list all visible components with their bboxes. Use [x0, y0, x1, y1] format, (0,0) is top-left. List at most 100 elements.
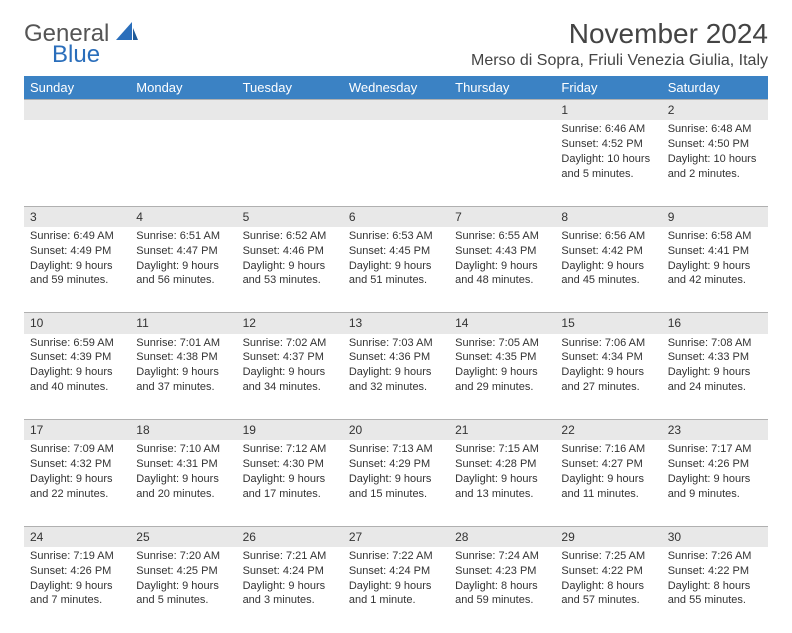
- sunset-text: Sunset: 4:29 PM: [349, 457, 443, 472]
- day1-text: Daylight: 9 hours: [136, 365, 230, 380]
- sunset-text: Sunset: 4:31 PM: [136, 457, 230, 472]
- day-header: Friday: [555, 76, 661, 100]
- daynum-row: 24252627282930: [24, 526, 768, 547]
- day-detail-cell: Sunrise: 7:17 AMSunset: 4:26 PMDaylight:…: [662, 440, 768, 526]
- day1-text: Daylight: 9 hours: [30, 259, 124, 274]
- day-detail-cell: Sunrise: 7:08 AMSunset: 4:33 PMDaylight:…: [662, 334, 768, 420]
- sunset-text: Sunset: 4:26 PM: [668, 457, 762, 472]
- sunrise-text: Sunrise: 7:17 AM: [668, 442, 762, 457]
- day2-text: and 1 minute.: [349, 593, 443, 608]
- sunset-text: Sunset: 4:50 PM: [668, 137, 762, 152]
- day2-text: and 5 minutes.: [136, 593, 230, 608]
- day1-text: Daylight: 9 hours: [243, 259, 337, 274]
- day-detail-cell: Sunrise: 6:49 AMSunset: 4:49 PMDaylight:…: [24, 227, 130, 313]
- logo: General Blue: [24, 18, 138, 67]
- day2-text: and 34 minutes.: [243, 380, 337, 395]
- day1-text: Daylight: 9 hours: [243, 472, 337, 487]
- sail-icon: [116, 22, 138, 47]
- sunset-text: Sunset: 4:23 PM: [455, 564, 549, 579]
- sunrise-text: Sunrise: 6:51 AM: [136, 229, 230, 244]
- sunrise-text: Sunrise: 7:06 AM: [561, 336, 655, 351]
- sunrise-text: Sunrise: 7:01 AM: [136, 336, 230, 351]
- day-number-cell: 6: [343, 206, 449, 227]
- sunset-text: Sunset: 4:41 PM: [668, 244, 762, 259]
- day-detail-cell: Sunrise: 7:20 AMSunset: 4:25 PMDaylight:…: [130, 547, 236, 633]
- sunset-text: Sunset: 4:46 PM: [243, 244, 337, 259]
- sunset-text: Sunset: 4:39 PM: [30, 350, 124, 365]
- sunrise-text: Sunrise: 7:26 AM: [668, 549, 762, 564]
- day2-text: and 29 minutes.: [455, 380, 549, 395]
- detail-row: Sunrise: 6:46 AMSunset: 4:52 PMDaylight:…: [24, 120, 768, 206]
- sunrise-text: Sunrise: 7:20 AM: [136, 549, 230, 564]
- day2-text: and 56 minutes.: [136, 273, 230, 288]
- day-detail-cell: Sunrise: 7:13 AMSunset: 4:29 PMDaylight:…: [343, 440, 449, 526]
- calendar-table: Sunday Monday Tuesday Wednesday Thursday…: [24, 76, 768, 633]
- day-number-cell: 21: [449, 420, 555, 441]
- day-detail-cell: Sunrise: 7:03 AMSunset: 4:36 PMDaylight:…: [343, 334, 449, 420]
- day1-text: Daylight: 9 hours: [30, 472, 124, 487]
- day2-text: and 51 minutes.: [349, 273, 443, 288]
- sunset-text: Sunset: 4:22 PM: [561, 564, 655, 579]
- day2-text: and 53 minutes.: [243, 273, 337, 288]
- day-detail-cell: Sunrise: 7:01 AMSunset: 4:38 PMDaylight:…: [130, 334, 236, 420]
- day-detail-cell: Sunrise: 7:22 AMSunset: 4:24 PMDaylight:…: [343, 547, 449, 633]
- day-number-cell: 11: [130, 313, 236, 334]
- sunset-text: Sunset: 4:24 PM: [349, 564, 443, 579]
- sunrise-text: Sunrise: 7:24 AM: [455, 549, 549, 564]
- daynum-row: 3456789: [24, 206, 768, 227]
- day-header: Thursday: [449, 76, 555, 100]
- day-detail-cell: Sunrise: 6:52 AMSunset: 4:46 PMDaylight:…: [237, 227, 343, 313]
- day-detail-cell: [237, 120, 343, 206]
- day1-text: Daylight: 9 hours: [136, 259, 230, 274]
- day2-text: and 59 minutes.: [455, 593, 549, 608]
- sunrise-text: Sunrise: 6:58 AM: [668, 229, 762, 244]
- day1-text: Daylight: 9 hours: [243, 579, 337, 594]
- day-detail-cell: Sunrise: 7:10 AMSunset: 4:31 PMDaylight:…: [130, 440, 236, 526]
- sunset-text: Sunset: 4:34 PM: [561, 350, 655, 365]
- day-header: Wednesday: [343, 76, 449, 100]
- day-number-cell: 1: [555, 100, 661, 121]
- sunset-text: Sunset: 4:35 PM: [455, 350, 549, 365]
- day2-text: and 15 minutes.: [349, 487, 443, 502]
- day1-text: Daylight: 9 hours: [455, 365, 549, 380]
- sunrise-text: Sunrise: 7:21 AM: [243, 549, 337, 564]
- day-number-cell: 23: [662, 420, 768, 441]
- day2-text: and 55 minutes.: [668, 593, 762, 608]
- day-number-cell: 24: [24, 526, 130, 547]
- day2-text: and 22 minutes.: [30, 487, 124, 502]
- day-detail-cell: Sunrise: 7:05 AMSunset: 4:35 PMDaylight:…: [449, 334, 555, 420]
- day-number-cell: 26: [237, 526, 343, 547]
- day-number-cell: 15: [555, 313, 661, 334]
- day-number-cell: 3: [24, 206, 130, 227]
- day2-text: and 20 minutes.: [136, 487, 230, 502]
- day-detail-cell: Sunrise: 6:58 AMSunset: 4:41 PMDaylight:…: [662, 227, 768, 313]
- sunrise-text: Sunrise: 7:22 AM: [349, 549, 443, 564]
- day2-text: and 3 minutes.: [243, 593, 337, 608]
- day-detail-cell: Sunrise: 7:15 AMSunset: 4:28 PMDaylight:…: [449, 440, 555, 526]
- day1-text: Daylight: 10 hours: [561, 152, 655, 167]
- sunset-text: Sunset: 4:26 PM: [30, 564, 124, 579]
- sunrise-text: Sunrise: 7:08 AM: [668, 336, 762, 351]
- day2-text: and 37 minutes.: [136, 380, 230, 395]
- detail-row: Sunrise: 7:09 AMSunset: 4:32 PMDaylight:…: [24, 440, 768, 526]
- sunrise-text: Sunrise: 6:52 AM: [243, 229, 337, 244]
- day-number-cell: [130, 100, 236, 121]
- daynum-row: 12: [24, 100, 768, 121]
- header: General Blue November 2024 Merso di Sopr…: [24, 18, 768, 70]
- day1-text: Daylight: 9 hours: [668, 259, 762, 274]
- day-number-cell: [237, 100, 343, 121]
- day-detail-cell: Sunrise: 7:12 AMSunset: 4:30 PMDaylight:…: [237, 440, 343, 526]
- sunset-text: Sunset: 4:42 PM: [561, 244, 655, 259]
- sunrise-text: Sunrise: 7:16 AM: [561, 442, 655, 457]
- sunset-text: Sunset: 4:49 PM: [30, 244, 124, 259]
- day-number-cell: 27: [343, 526, 449, 547]
- day-detail-cell: [130, 120, 236, 206]
- sunrise-text: Sunrise: 6:53 AM: [349, 229, 443, 244]
- day-header: Saturday: [662, 76, 768, 100]
- day1-text: Daylight: 8 hours: [668, 579, 762, 594]
- day-number-cell: 28: [449, 526, 555, 547]
- day1-text: Daylight: 9 hours: [349, 365, 443, 380]
- day2-text: and 45 minutes.: [561, 273, 655, 288]
- day-detail-cell: Sunrise: 6:46 AMSunset: 4:52 PMDaylight:…: [555, 120, 661, 206]
- sunrise-text: Sunrise: 6:49 AM: [30, 229, 124, 244]
